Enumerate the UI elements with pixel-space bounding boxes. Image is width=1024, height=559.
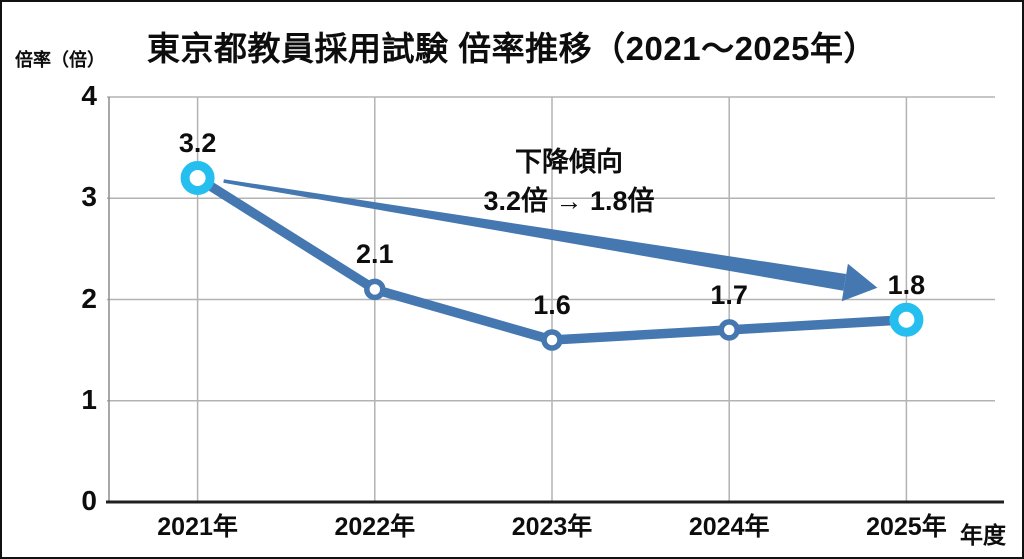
data-point — [541, 329, 563, 351]
trend-arrow-head — [841, 263, 878, 302]
annotation-line-2: 3.2倍 → 1.8倍 — [483, 186, 655, 216]
trend-arrow-shaft — [223, 179, 847, 291]
data-point — [718, 319, 740, 341]
y-tick-label: 0 — [81, 485, 97, 516]
data-label: 1.7 — [710, 279, 748, 310]
data-label: 1.6 — [533, 290, 571, 320]
x-tick-label: 2021年 — [157, 513, 238, 541]
data-label: 1.8 — [887, 269, 926, 300]
x-tick-label: 2022年 — [334, 513, 416, 541]
x-axis-unit-label: 年度 — [960, 522, 1006, 548]
annotation-line-1: 下降傾向 — [515, 147, 623, 177]
y-tick-label: 2 — [81, 282, 97, 314]
y-tick-label: 1 — [81, 383, 97, 415]
y-axis-unit-label: 倍率（倍） — [15, 50, 105, 70]
data-point — [364, 278, 386, 301]
y-tick-label: 3 — [81, 181, 97, 213]
data-label: 2.1 — [356, 239, 394, 270]
data-point-highlighted — [889, 302, 924, 337]
data-label: 3.2 — [178, 128, 217, 158]
annotation-text: 下降傾向 3.2倍 → 1.8倍 — [419, 143, 719, 221]
x-tick-label: 2023年 — [511, 513, 593, 541]
x-tick-label: 2024年 — [688, 513, 770, 541]
data-point-highlighted — [180, 161, 215, 195]
y-tick-label: 4 — [81, 80, 97, 111]
x-tick-label: 2025年 — [866, 513, 947, 541]
chart-title: 東京都教員採用試験 倍率推移（2021〜2025年） — [147, 30, 877, 67]
